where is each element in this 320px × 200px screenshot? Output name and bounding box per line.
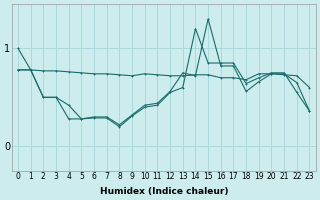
X-axis label: Humidex (Indice chaleur): Humidex (Indice chaleur): [100, 187, 228, 196]
